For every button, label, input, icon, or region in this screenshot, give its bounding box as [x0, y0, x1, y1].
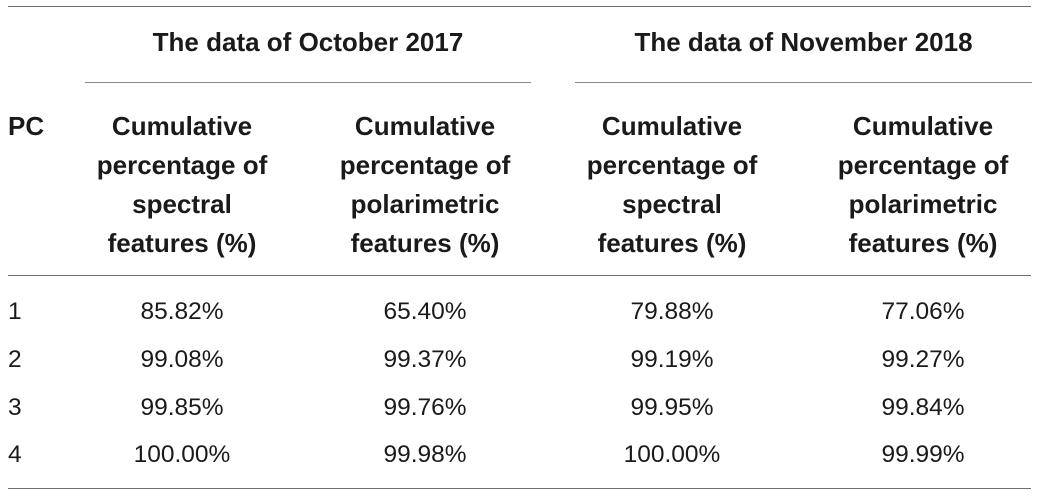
header-line: Cumulative	[111, 111, 253, 141]
oct-polarimetric-cell: 65.40%	[383, 298, 467, 325]
group-title-october-2017: The data of October 2017	[152, 27, 464, 57]
nov-spectral-cell: 99.95%	[630, 394, 714, 421]
nov-polarimetric-cell: 77.06%	[881, 298, 965, 325]
oct-spectral-cell: 100.00%	[133, 441, 231, 468]
header-line: features (%)	[848, 228, 998, 258]
oct-spectral-cell: 99.85%	[140, 394, 224, 421]
oct-polarimetric-cell: 99.76%	[383, 394, 467, 421]
column-header-nov-polarimetric: Cumulative percentage of polarimetric fe…	[813, 107, 1033, 263]
nov-polarimetric-cell: 99.84%	[881, 394, 965, 421]
header-line: Cumulative	[354, 111, 496, 141]
header-line: features (%)	[350, 228, 500, 258]
header-line: polarimetric	[350, 189, 500, 219]
header-line: Cumulative	[601, 111, 743, 141]
pc-column-header: PC	[8, 111, 45, 141]
header-line: percentage of	[339, 150, 511, 180]
nov-polarimetric-cell: 99.99%	[881, 441, 965, 468]
nov-polarimetric-cell: 99.27%	[881, 346, 965, 373]
column-header-nov-spectral: Cumulative percentage of spectral featur…	[567, 107, 777, 263]
oct-spectral-cell: 99.08%	[140, 346, 224, 373]
header-bottom-rule	[8, 275, 1031, 276]
column-header-oct-spectral: Cumulative percentage of spectral featur…	[77, 107, 287, 263]
oct-polarimetric-cell: 99.37%	[383, 346, 467, 373]
pc-cell: 1	[8, 298, 22, 325]
nov-spectral-cell: 79.88%	[630, 298, 714, 325]
group-rule-october-2017	[85, 82, 531, 83]
bottom-rule	[8, 488, 1031, 489]
header-line: features (%)	[597, 228, 747, 258]
top-rule	[8, 6, 1031, 7]
pc-cell: 2	[8, 346, 22, 373]
nov-spectral-cell: 100.00%	[623, 441, 721, 468]
header-line: percentage of	[837, 150, 1009, 180]
column-header-oct-polarimetric: Cumulative percentage of polarimetric fe…	[315, 107, 535, 263]
pc-cell: 4	[8, 441, 22, 468]
oct-spectral-cell: 85.82%	[140, 298, 224, 325]
header-line: percentage of	[586, 150, 758, 180]
oct-polarimetric-cell: 99.98%	[383, 441, 467, 468]
group-rule-november-2018	[575, 82, 1032, 83]
header-line: polarimetric	[848, 189, 998, 219]
nov-spectral-cell: 99.19%	[630, 346, 714, 373]
header-line: Cumulative	[852, 111, 994, 141]
header-line: spectral	[132, 189, 232, 219]
header-line: spectral	[622, 189, 722, 219]
header-line: percentage of	[96, 150, 268, 180]
group-title-november-2018: The data of November 2018	[634, 27, 973, 57]
header-line: features (%)	[107, 228, 257, 258]
pc-cell: 3	[8, 394, 22, 421]
